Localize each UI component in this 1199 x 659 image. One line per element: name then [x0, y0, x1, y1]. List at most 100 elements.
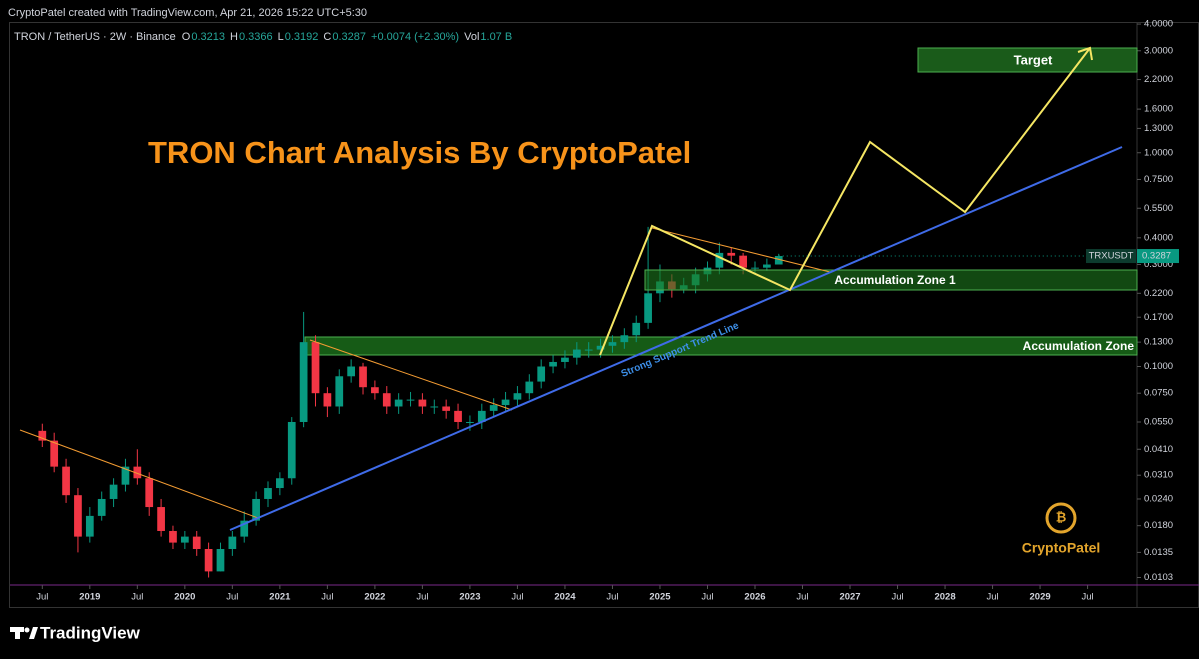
support-trendline [229, 146, 1123, 531]
y-tick-label: 0.0180 [1144, 520, 1173, 531]
x-tick-label: Jul [511, 592, 523, 603]
target-label: Target [1014, 52, 1053, 67]
ohlc-value: 1.07 B [480, 31, 512, 43]
candle-body [466, 421, 474, 423]
x-tick-label: Jul [606, 592, 618, 603]
candle-body [204, 549, 213, 572]
candle-body [169, 530, 177, 543]
candle-body [549, 361, 557, 367]
candle-body [572, 349, 581, 358]
y-tick-label: 0.1000 [1144, 361, 1173, 372]
tv-logo-slash [29, 627, 38, 639]
y-tick-label: 0.3000 [1144, 259, 1173, 270]
candle-body [62, 466, 70, 496]
candle-body [180, 536, 189, 543]
last-price-symbol: TRXUSDT [1089, 251, 1134, 262]
candle-body [632, 322, 641, 336]
candle-body [74, 495, 82, 537]
y-tick-label: 0.2200 [1144, 288, 1173, 299]
x-tick-label: Jul [796, 592, 808, 603]
last-price-tag [1086, 249, 1136, 264]
x-tick-label: 2020 [174, 592, 195, 603]
candle-body [513, 393, 522, 400]
x-tick-label: 2028 [934, 592, 955, 603]
symbol: TRON / TetherUS · 2W · Binance [14, 31, 176, 43]
candle-body [561, 357, 569, 362]
candle-body [584, 349, 593, 351]
candle-body [85, 515, 94, 537]
y-tick-label: 0.4000 [1144, 232, 1173, 243]
candle-body [228, 536, 237, 550]
ohlc-key: H [230, 31, 238, 43]
candle-body [763, 264, 771, 268]
candle-body [596, 345, 605, 350]
ohlc-key: C [323, 31, 331, 43]
ohlc-key: Vol [464, 31, 479, 43]
ohlc-value: 0.3213 [191, 31, 225, 43]
candle-body [109, 484, 118, 499]
x-tick-label: Jul [131, 592, 143, 603]
y-tick-label: 0.5500 [1144, 203, 1173, 214]
x-tick-label: Jul [416, 592, 428, 603]
candle-body [240, 520, 249, 537]
candle-body [311, 342, 320, 394]
y-tick-label: 2.2000 [1144, 74, 1173, 85]
candle-body [430, 406, 439, 408]
tv-logo-stem [15, 627, 20, 639]
y-tick-label: 0.1300 [1144, 337, 1173, 348]
accumulation-zone [304, 336, 1138, 356]
candle-body [287, 421, 296, 479]
candle-body [774, 256, 783, 265]
footer-brand: TradingView [40, 623, 141, 642]
symbol-legend: TRON / TetherUS · 2W · Binance O 0.3213 H 0… [14, 31, 512, 43]
attribution: CryptoPatel created with TradingView.com… [8, 7, 367, 19]
y-tick-label: 0.7500 [1144, 174, 1173, 185]
ohlc-key: O [182, 31, 191, 43]
y-tick-label: 0.0410 [1144, 444, 1173, 455]
x-tick-label: 2029 [1030, 592, 1051, 603]
candle-body [406, 399, 415, 401]
x-tick-label: Jul [36, 592, 48, 603]
x-tick-label: 2019 [79, 592, 100, 603]
candle-body [715, 252, 724, 268]
last-price-value: 0.3287 [1142, 251, 1171, 262]
candle-body [121, 466, 130, 485]
candle-body [727, 252, 736, 256]
candle-body [739, 255, 747, 268]
candle-body [299, 342, 308, 422]
ohlc-value: 0.3366 [239, 31, 273, 43]
y-tick-label: 0.0240 [1144, 493, 1173, 504]
trendline [651, 227, 831, 273]
candle-body [501, 399, 510, 406]
y-tick-label: 0.0103 [1144, 572, 1173, 583]
candle-body [276, 478, 284, 489]
candle-body [477, 410, 486, 422]
x-tick-label: Jul [226, 592, 238, 603]
candle-body [394, 399, 403, 407]
candle-body [38, 430, 47, 441]
candle-body [382, 393, 391, 407]
trendline [309, 339, 513, 411]
y-tick-label: 1.6000 [1144, 104, 1173, 115]
target-zone [917, 47, 1138, 73]
y-tick-label: 0.0550 [1144, 417, 1173, 428]
x-tick-label: 2021 [269, 592, 291, 603]
candle-body [133, 466, 142, 479]
candle-body [489, 405, 498, 411]
x-tick-label: 2026 [744, 592, 765, 603]
y-tick-label: 4.0000 [1144, 19, 1173, 30]
candle-body [620, 335, 629, 343]
candle-body [644, 293, 652, 323]
chart-title: TRON Chart Analysis By CryptoPatel [148, 135, 691, 170]
x-tick-label: 2024 [554, 592, 576, 603]
watermark-icon [1045, 502, 1077, 534]
y-tick-label: 0.0750 [1144, 388, 1173, 399]
candle-body [347, 366, 356, 377]
candle-body [264, 488, 272, 499]
candle-body [454, 410, 462, 422]
y-tick-label: 1.3000 [1144, 123, 1173, 134]
axes: 4.0000 3.0000 2.2000 1.6000 1.3000 1.0000 0.75… [36, 19, 1173, 603]
candle-body [442, 406, 451, 411]
